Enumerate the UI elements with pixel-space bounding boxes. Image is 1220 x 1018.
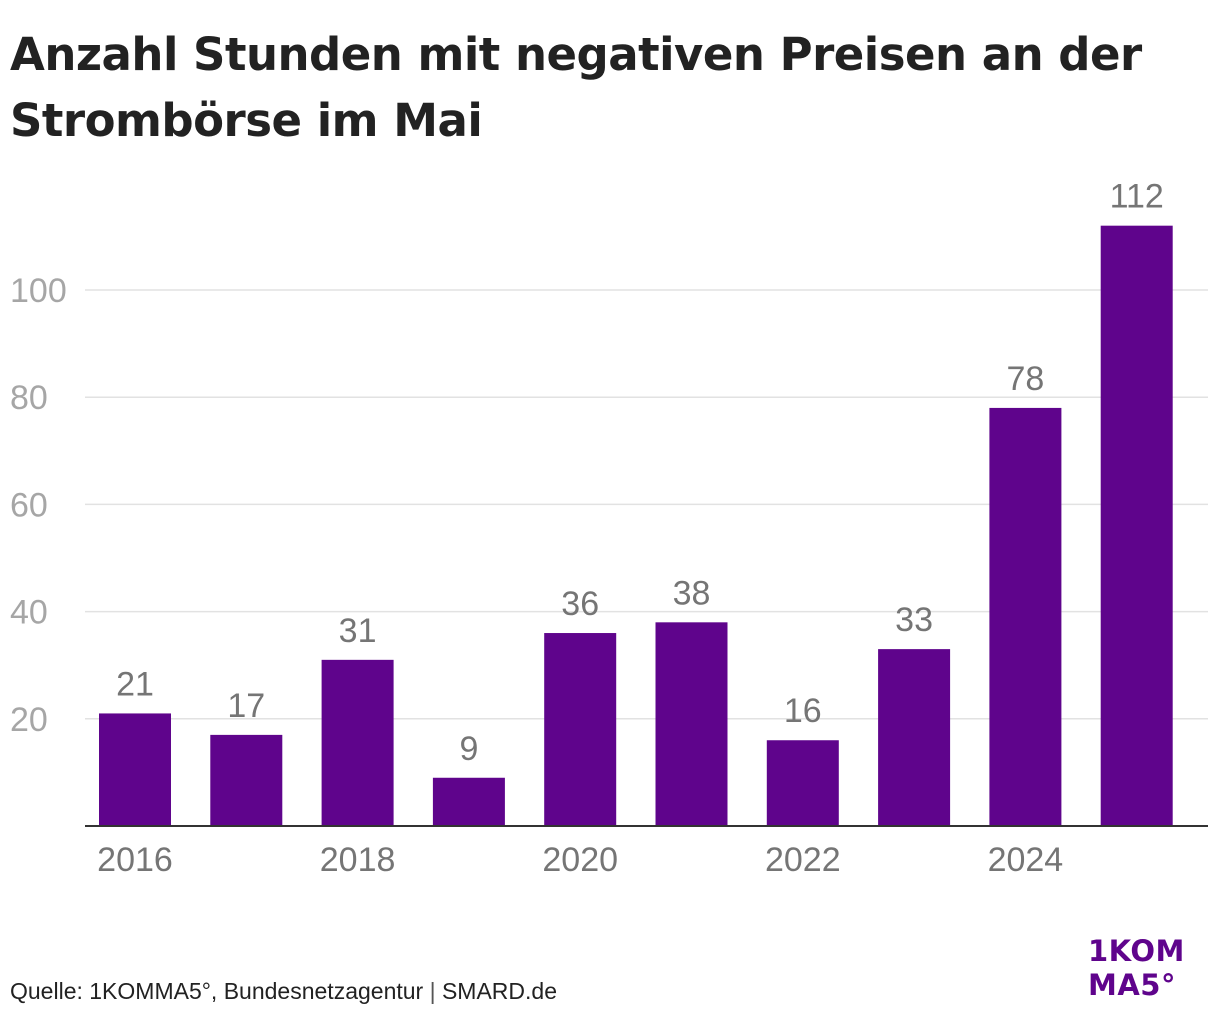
source-note: Quelle: 1KOMMA5°, Bundesnetzagentur | SM… [10, 978, 557, 1005]
bar-2021 [655, 622, 728, 826]
gridlines: 20 40 60 80 100 [10, 272, 1208, 739]
y-tick-label-60: 60 [10, 486, 48, 524]
bar-2020 [544, 633, 617, 826]
bar-2025 [1100, 225, 1173, 826]
value-label-2024: 78 [1006, 360, 1044, 398]
logo-line-1: 1KOM [1088, 934, 1185, 968]
x-tick-label-2016: 2016 [97, 841, 173, 879]
bar-2024 [989, 407, 1062, 826]
logo-line-2: MA5° [1088, 968, 1176, 1002]
value-labels: 21 17 31 9 36 38 16 33 78 112 [116, 178, 1164, 768]
y-tick-label-20: 20 [10, 701, 48, 739]
y-tick-label-40: 40 [10, 594, 48, 632]
chart-title: Anzahl Stunden mit negativen Preisen an … [10, 28, 1142, 147]
brand-logo: 1KOM MA5° [1088, 934, 1208, 1002]
bar-2023 [878, 649, 951, 826]
bar-2017 [210, 734, 283, 826]
x-tick-label-2024: 2024 [988, 841, 1064, 879]
value-label-2018: 31 [339, 612, 377, 650]
bar-2018 [321, 659, 394, 826]
value-label-2022: 16 [784, 692, 822, 730]
y-tick-label-80: 80 [10, 379, 48, 417]
bar-2016 [99, 713, 171, 826]
bar-2019 [432, 777, 505, 826]
x-tick-label-2020: 2020 [542, 841, 618, 879]
bar-2022 [766, 740, 839, 826]
source-separator: | [429, 978, 436, 1004]
source-text: Quelle: 1KOMMA5°, Bundesnetzagentur [10, 978, 424, 1004]
value-label-2023: 33 [895, 601, 933, 639]
value-label-2019: 9 [459, 730, 478, 768]
value-label-2025: 112 [1110, 178, 1164, 216]
axes: 2016 2018 2020 2022 2024 [85, 825, 1208, 879]
bars [99, 225, 1173, 826]
source-site: SMARD.de [441, 978, 558, 1004]
value-label-2021: 38 [673, 574, 711, 612]
y-tick-label-100: 100 [10, 272, 67, 310]
x-tick-label-2022: 2022 [765, 841, 841, 879]
value-label-2020: 36 [561, 585, 599, 623]
x-tick-label-2018: 2018 [320, 841, 396, 879]
value-label-2016: 21 [116, 665, 154, 703]
value-label-2017: 17 [227, 687, 265, 725]
